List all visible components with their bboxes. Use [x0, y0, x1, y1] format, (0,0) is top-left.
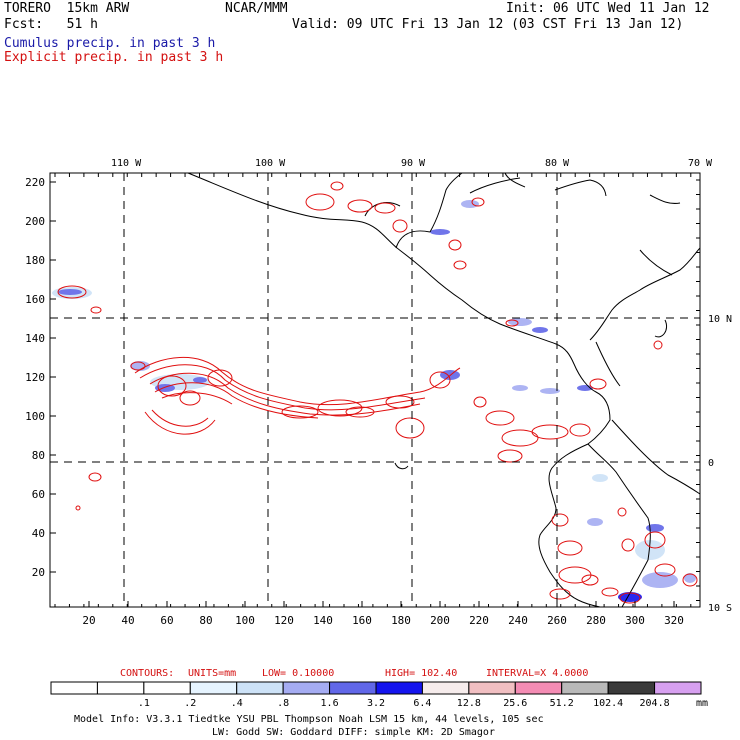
x-label: 240 [508, 614, 528, 627]
x-label: 100 [235, 614, 255, 627]
legend-explicit-precip: Explicit precip. in past 3 h [4, 50, 224, 65]
lat-lon-grid [50, 173, 700, 607]
colorbar-swatch [375, 681, 423, 695]
lon-label-110w: 110 W [111, 158, 142, 169]
x-label: 200 [430, 614, 450, 627]
center-name: NCAR/MMM [225, 1, 288, 16]
colorbar-label: 12.8 [457, 698, 481, 709]
x-label: 180 [391, 614, 411, 627]
coastlines [187, 172, 701, 608]
valid-time: Valid: 09 UTC Fri 13 Jan 12 (03 CST Fri … [292, 17, 684, 32]
x-label: 120 [274, 614, 294, 627]
colorbar-unit: mm [696, 698, 708, 709]
y-grid-labels: 220 200 180 160 140 120 100 80 60 40 20 [25, 176, 45, 579]
x-label: 260 [547, 614, 567, 627]
forecast-hour: Fcst: 51 h [4, 17, 98, 32]
lon-label-100w: 100 W [255, 158, 286, 169]
contour-info-interval: INTERVAL=X 4.0000 [486, 668, 588, 679]
lon-label-80w: 80 W [545, 158, 570, 169]
contour-info-low: LOW= 0.10000 [262, 668, 334, 679]
x-label: 140 [313, 614, 333, 627]
colorbar-swatch [607, 681, 656, 695]
axis-ticks [50, 173, 700, 607]
colorbar-swatch [514, 681, 563, 695]
lat-label-0: 0 [708, 458, 714, 469]
explicit-precip-contours [57, 181, 698, 604]
footer-model-info: Model Info: V3.3.1 Tiedtke YSU PBL Thomp… [74, 714, 544, 725]
x-label: 220 [469, 614, 489, 627]
x-label: 320 [664, 614, 684, 627]
colorbar-label: 204.8 [640, 698, 670, 709]
init-time: Init: 06 UTC Wed 11 Jan 12 [506, 1, 710, 16]
colorbar-label: 6.4 [413, 698, 431, 709]
y-label: 40 [32, 527, 45, 540]
lon-label-90w: 90 W [401, 158, 426, 169]
colorbar-label: 3.2 [367, 698, 385, 709]
x-label: 40 [121, 614, 134, 627]
contour-info-prefix: CONTOURS: [120, 668, 174, 679]
colorbar-swatch [329, 681, 377, 695]
colorbar-label: .4 [231, 698, 243, 709]
colorbar-label: .1 [138, 698, 150, 709]
colorbar-swatch [143, 681, 191, 695]
lat-label-10s: 10 S [708, 603, 732, 614]
y-label: 100 [25, 410, 45, 423]
colorbar-swatch [236, 681, 284, 695]
y-label: 220 [25, 176, 45, 189]
x-grid-labels: 20 40 60 80 100 120 140 160 180 200 220 … [82, 614, 684, 627]
y-label: 200 [25, 215, 45, 228]
y-label: 160 [25, 293, 45, 306]
x-label: 80 [199, 614, 212, 627]
contour-info-units: UNITS=mm [188, 668, 236, 679]
colorbar-swatch [654, 681, 702, 695]
colorbar-label: 1.6 [321, 698, 339, 709]
y-label: 140 [25, 332, 45, 345]
colorbar: .1 .2 .4 .8 1.6 3.2 6.4 12.8 25.6 51.2 102.4 204.8 [50, 681, 702, 709]
x-label: 60 [160, 614, 173, 627]
y-label: 60 [32, 488, 45, 501]
footer-physics-info: LW: Godd SW: Goddard DIFF: simple KM: 2D… [212, 727, 495, 738]
colorbar-label: .8 [277, 698, 289, 709]
colorbar-label: 51.2 [550, 698, 574, 709]
colorbar-label: 102.4 [593, 698, 623, 709]
lon-labels: 110 W 100 W 90 W 80 W 70 W [111, 158, 713, 169]
colorbar-swatch [468, 681, 516, 695]
lat-labels: 10 N 0 10 S [708, 314, 732, 614]
y-label: 120 [25, 371, 45, 384]
x-label: 160 [352, 614, 372, 627]
colorbar-swatch [282, 681, 331, 695]
legend-cumulus-precip: Cumulus precip. in past 3 h [4, 36, 216, 51]
contour-info-high: HIGH= 102.40 [385, 668, 457, 679]
map-frame [49, 172, 701, 608]
y-label: 80 [32, 449, 45, 462]
colorbar-swatch [96, 681, 145, 695]
x-label: 280 [586, 614, 606, 627]
colorbar-swatch [189, 681, 238, 695]
y-label: 20 [32, 566, 45, 579]
y-label: 180 [25, 254, 45, 267]
colorbar-swatch [421, 681, 470, 695]
x-label: 300 [625, 614, 645, 627]
model-name: TORERO 15km ARW [4, 1, 130, 16]
colorbar-swatch [561, 681, 609, 695]
x-label: 20 [82, 614, 95, 627]
cumulus-precip-shading [52, 200, 696, 602]
colorbar-label: .2 [184, 698, 196, 709]
contour-info: CONTOURS: UNITS=mm LOW= 0.10000 HIGH= 10… [120, 668, 588, 679]
lon-label-70w: 70 W [688, 158, 713, 169]
lat-label-10n: 10 N [708, 314, 732, 325]
colorbar-swatch [50, 681, 98, 695]
colorbar-label: 25.6 [503, 698, 527, 709]
